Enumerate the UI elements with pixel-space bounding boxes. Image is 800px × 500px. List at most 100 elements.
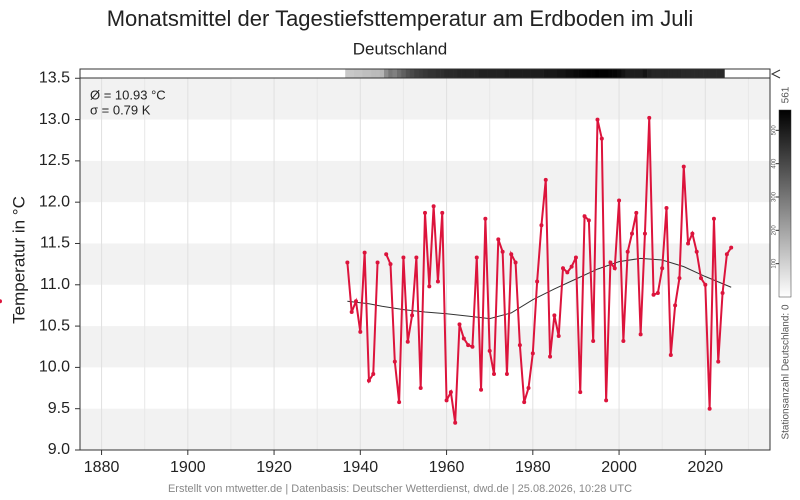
- data-point: [479, 387, 484, 392]
- station-cell: [703, 69, 708, 78]
- colorbar-tick-label: 500: [772, 125, 778, 136]
- y-axis-label: Temperatur in °C: [9, 196, 28, 324]
- data-point: [651, 292, 656, 297]
- station-cell: [401, 69, 406, 78]
- data-point: [673, 303, 678, 308]
- data-point: [444, 398, 449, 403]
- data-point: [711, 216, 716, 221]
- colorbar-max-label: 561: [781, 86, 792, 103]
- station-cell: [616, 69, 622, 78]
- station-cell: [496, 69, 501, 78]
- data-point: [720, 291, 725, 296]
- data-point: [474, 255, 479, 260]
- data-point: [0, 299, 2, 304]
- station-cell: [371, 69, 376, 78]
- station-cell: [677, 69, 682, 78]
- data-point: [634, 210, 639, 215]
- station-cell: [547, 69, 553, 78]
- data-point: [526, 386, 531, 391]
- x-tick-label: 2020: [688, 459, 724, 476]
- station-cell: [388, 69, 393, 78]
- data-point: [492, 372, 496, 376]
- data-point: [548, 354, 553, 359]
- data-point: [366, 378, 371, 383]
- data-point: [483, 216, 488, 221]
- station-cell: [621, 69, 626, 78]
- station-cell: [599, 69, 605, 78]
- station-cell: [461, 69, 467, 78]
- grid-band: [80, 326, 770, 368]
- data-point: [375, 260, 380, 265]
- data-point: [612, 266, 617, 271]
- data-point: [677, 276, 682, 281]
- data-point: [561, 266, 565, 271]
- station-cell: [672, 69, 678, 78]
- data-point: [362, 250, 367, 255]
- data-point: [595, 117, 600, 122]
- data-point: [517, 343, 522, 348]
- station-cell: [634, 69, 639, 78]
- station-cell: [487, 69, 493, 78]
- station-cell: [422, 69, 428, 78]
- data-point: [401, 255, 406, 260]
- data-point: [716, 359, 721, 364]
- station-cell: [668, 69, 674, 78]
- data-point: [345, 260, 350, 265]
- station-cell: [405, 69, 411, 78]
- data-point: [668, 353, 673, 357]
- data-point: [578, 390, 583, 395]
- data-point: [435, 279, 440, 284]
- data-point: [371, 372, 376, 376]
- station-cell: [629, 69, 635, 78]
- data-point: [599, 136, 604, 141]
- data-point: [384, 252, 389, 257]
- station-cell: [491, 69, 497, 78]
- data-point: [630, 231, 634, 236]
- station-cell: [349, 69, 355, 78]
- station-cell: [642, 69, 648, 78]
- y-tick-label: 10.5: [39, 317, 70, 334]
- data-point: [487, 348, 492, 353]
- data-point: [569, 264, 574, 269]
- colorbar-label: Stationsanzahl Deutschland: 0: [781, 304, 792, 440]
- data-point: [699, 276, 703, 281]
- station-cell: [478, 69, 484, 78]
- data-point: [418, 386, 423, 391]
- station-cell: [504, 69, 510, 78]
- chart-title: Monatsmittel der Tagestiefsttemperatur a…: [107, 6, 694, 31]
- data-point: [604, 398, 609, 403]
- colorbar-tick-label: 400: [772, 158, 778, 169]
- data-point: [388, 262, 393, 267]
- data-point: [500, 249, 505, 254]
- station-cell: [444, 69, 450, 78]
- data-point: [504, 372, 509, 376]
- chart-subtitle: Deutschland: [353, 39, 448, 58]
- y-tick-label: 11.5: [40, 235, 70, 252]
- data-point: [582, 214, 587, 219]
- station-cell: [345, 69, 350, 78]
- data-point: [466, 343, 471, 348]
- data-point: [354, 299, 358, 304]
- data-point: [586, 218, 591, 223]
- station-cell: [655, 69, 661, 78]
- station-cell: [500, 69, 506, 78]
- data-point: [608, 260, 613, 265]
- data-point: [457, 322, 462, 327]
- data-point: [591, 338, 596, 343]
- station-cell: [358, 69, 363, 78]
- data-point: [535, 279, 540, 284]
- station-cell: [513, 69, 519, 78]
- data-point: [427, 284, 432, 289]
- y-tick-label: 9.0: [48, 441, 70, 458]
- station-cell: [414, 69, 419, 78]
- x-tick-label: 1960: [429, 459, 465, 476]
- grid-band: [80, 160, 770, 203]
- y-tick-label: 10.0: [39, 359, 70, 376]
- station-cell: [474, 69, 480, 78]
- data-point: [556, 334, 561, 338]
- station-cell: [651, 69, 657, 78]
- y-tick-label: 13.5: [39, 69, 70, 86]
- station-cell: [552, 69, 557, 78]
- data-point: [509, 252, 514, 257]
